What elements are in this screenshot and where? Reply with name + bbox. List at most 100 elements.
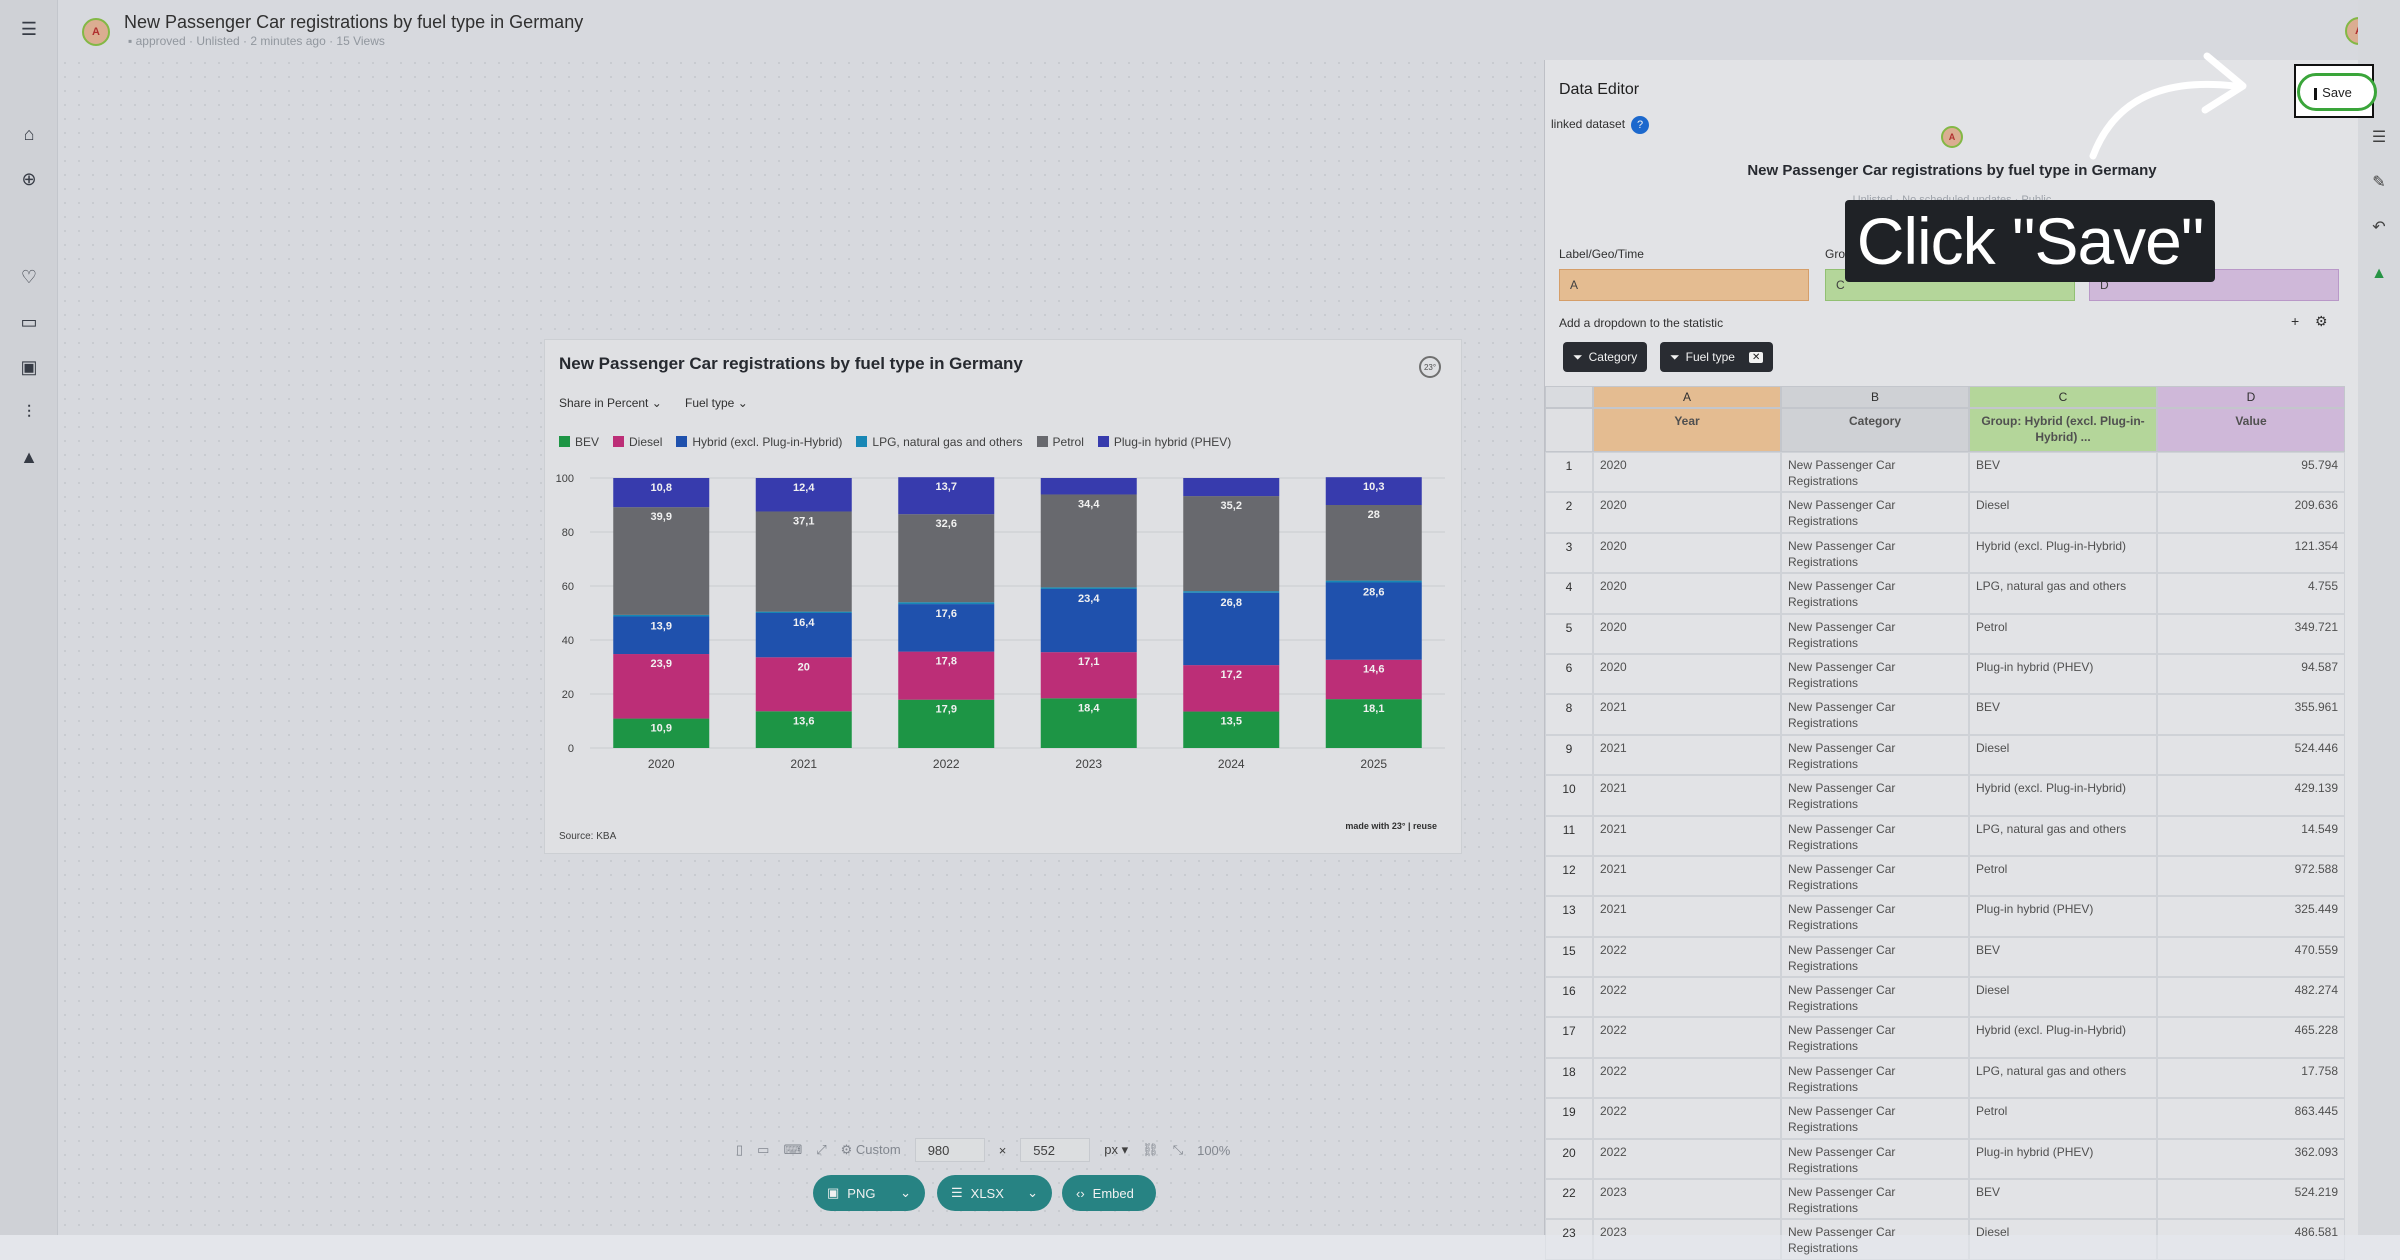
year-header[interactable]: Year	[1593, 408, 1781, 452]
custom-size-option[interactable]: ⚙ Custom	[840, 1142, 901, 1157]
year-cell[interactable]: 2021	[1593, 815, 1781, 856]
category-cell[interactable]: New Passenger Car Registrations	[1781, 977, 1969, 1018]
value-cell[interactable]: 325.449	[2157, 896, 2345, 937]
value-cell[interactable]: 349.721	[2157, 613, 2345, 654]
year-cell[interactable]: 2022	[1593, 1017, 1781, 1058]
sliders-icon[interactable]: ⫶	[26, 401, 32, 422]
group-cell[interactable]: Diesel	[1969, 1219, 2157, 1260]
value-cell[interactable]: 972.588	[2157, 855, 2345, 897]
category-cell[interactable]: New Passenger Car Registrations	[1781, 1057, 1969, 1099]
dropdown-chip-fuel-type[interactable]: ⏷ Fuel type ✕	[1660, 342, 1774, 372]
zoom-icon[interactable]: ⤡	[1172, 1142, 1184, 1157]
value-cell[interactable]: 209.636	[2157, 492, 2345, 533]
year-cell[interactable]: 2020	[1593, 573, 1781, 614]
category-cell[interactable]: New Passenger Car Registrations	[1781, 775, 1969, 816]
year-cell[interactable]: 2020	[1593, 653, 1781, 695]
menu-icon[interactable]: ☰	[20, 18, 38, 39]
year-cell[interactable]: 2022	[1593, 1138, 1781, 1180]
help-icon[interactable]: ?	[1631, 116, 1650, 134]
group-header[interactable]: Group: Hybrid (excl. Plug-in-Hybrid) ...	[1969, 408, 2157, 452]
width-input[interactable]: 980	[914, 1138, 985, 1162]
year-cell[interactable]: 2020	[1593, 613, 1781, 654]
year-cell[interactable]: 2021	[1593, 775, 1781, 816]
category-cell[interactable]: New Passenger Car Registrations	[1781, 1017, 1969, 1058]
year-cell[interactable]: 2021	[1593, 855, 1781, 897]
group-cell[interactable]: Petrol	[1969, 613, 2157, 654]
home-icon[interactable]: ⌂	[23, 123, 35, 144]
year-cell[interactable]: 2020	[1593, 532, 1781, 574]
value-cell[interactable]: 465.228	[2157, 1017, 2345, 1058]
value-cell[interactable]: 524.219	[2157, 1179, 2345, 1220]
dropdown-chip-category[interactable]: ⏷ Category	[1563, 342, 1648, 372]
group-cell[interactable]: Plug-in hybrid (PHEV)	[1969, 653, 2157, 695]
chevron-down-icon[interactable]: ⌄	[1027, 1185, 1038, 1200]
value-cell[interactable]: 486.581	[2157, 1219, 2345, 1260]
year-cell[interactable]: 2021	[1593, 734, 1781, 776]
legend-item[interactable]: Plug-in hybrid (PHEV)	[1097, 435, 1231, 449]
group-cell[interactable]: Plug-in hybrid (PHEV)	[1969, 896, 2157, 937]
value-cell[interactable]: 121.354	[2157, 532, 2345, 574]
category-cell[interactable]: New Passenger Car Registrations	[1781, 613, 1969, 654]
share-dropdown[interactable]: Share in Percent ⌄	[559, 396, 662, 410]
value-header[interactable]: Value	[2157, 408, 2345, 452]
category-cell[interactable]: New Passenger Car Registrations	[1781, 1138, 1969, 1180]
group-cell[interactable]: LPG, natural gas and others	[1969, 1057, 2157, 1099]
column-header-d[interactable]: D	[2157, 386, 2345, 408]
category-cell[interactable]: New Passenger Car Registrations	[1781, 734, 1969, 776]
group-cell[interactable]: Petrol	[1969, 855, 2157, 897]
group-cell[interactable]: Hybrid (excl. Plug-in-Hybrid)	[1969, 1017, 2157, 1058]
value-cell[interactable]: 429.139	[2157, 775, 2345, 816]
group-cell[interactable]: Diesel	[1969, 734, 2157, 776]
category-header[interactable]: Category	[1781, 408, 1969, 452]
column-header-b[interactable]: B	[1781, 386, 1969, 408]
unit-select[interactable]: px ▾	[1104, 1142, 1129, 1157]
group-cell[interactable]: BEV	[1969, 936, 2157, 978]
value-cell[interactable]: 863.445	[2157, 1098, 2345, 1139]
year-cell[interactable]: 2021	[1593, 694, 1781, 735]
legend-item[interactable]: Petrol	[1036, 435, 1084, 449]
pencil-icon[interactable]: ✎	[2372, 174, 2386, 191]
value-cell[interactable]: 94.587	[2157, 653, 2345, 695]
category-cell[interactable]: New Passenger Car Registrations	[1781, 936, 1969, 978]
chart-card[interactable]: New Passenger Car registrations by fuel …	[544, 339, 1462, 854]
tablet-icon[interactable]: ▭	[757, 1142, 770, 1157]
year-cell[interactable]: 2022	[1593, 977, 1781, 1018]
year-cell[interactable]: 2020	[1593, 452, 1781, 493]
save-button[interactable]: Save	[2297, 73, 2377, 111]
fullscreen-icon[interactable]: ⤢	[816, 1142, 827, 1157]
group-cell[interactable]: BEV	[1969, 452, 2157, 493]
column-header-c[interactable]: C	[1969, 386, 2157, 408]
select-all-cell[interactable]	[1545, 386, 1593, 408]
database-icon[interactable]: ☰	[2371, 129, 2387, 146]
legend-item[interactable]: Hybrid (excl. Plug-in-Hybrid)	[676, 435, 842, 449]
page-title[interactable]: New Passenger Car registrations by fuel …	[124, 12, 584, 32]
year-cell[interactable]: 2022	[1593, 1057, 1781, 1099]
value-cell[interactable]: 470.559	[2157, 936, 2345, 978]
year-cell[interactable]: 2020	[1593, 492, 1781, 533]
made-with-label[interactable]: made with 23° | reuse	[1345, 821, 1437, 831]
category-cell[interactable]: New Passenger Car Registrations	[1781, 532, 1969, 574]
link-icon[interactable]: ⛓	[1142, 1142, 1159, 1157]
group-cell[interactable]: Diesel	[1969, 492, 2157, 533]
value-cell[interactable]: 524.446	[2157, 734, 2345, 776]
group-cell[interactable]: BEV	[1969, 1179, 2157, 1220]
group-cell[interactable]: BEV	[1969, 694, 2157, 735]
value-cell[interactable]: 95.794	[2157, 452, 2345, 493]
graduation-cap-icon[interactable]: ▲	[20, 446, 38, 467]
mobile-icon[interactable]: ▯	[736, 1142, 744, 1157]
category-cell[interactable]: New Passenger Car Registrations	[1781, 1179, 1969, 1220]
value-cell[interactable]: 355.961	[2157, 694, 2345, 735]
fuel-type-dropdown[interactable]: Fuel type ⌄	[685, 396, 748, 410]
category-cell[interactable]: New Passenger Car Registrations	[1781, 815, 1969, 856]
value-cell[interactable]: 482.274	[2157, 977, 2345, 1018]
value-cell[interactable]: 17.758	[2157, 1057, 2345, 1099]
value-cell[interactable]: 4.755	[2157, 573, 2345, 614]
add-icon[interactable]: +	[2291, 313, 2300, 329]
year-cell[interactable]: 2021	[1593, 896, 1781, 937]
group-cell[interactable]: LPG, natural gas and others	[1969, 815, 2157, 856]
avatar[interactable]: A	[82, 18, 110, 46]
year-cell[interactable]: 2023	[1593, 1219, 1781, 1260]
heart-icon[interactable]: ♡	[20, 266, 38, 287]
group-cell[interactable]: Hybrid (excl. Plug-in-Hybrid)	[1969, 775, 2157, 816]
category-cell[interactable]: New Passenger Car Registrations	[1781, 896, 1969, 937]
